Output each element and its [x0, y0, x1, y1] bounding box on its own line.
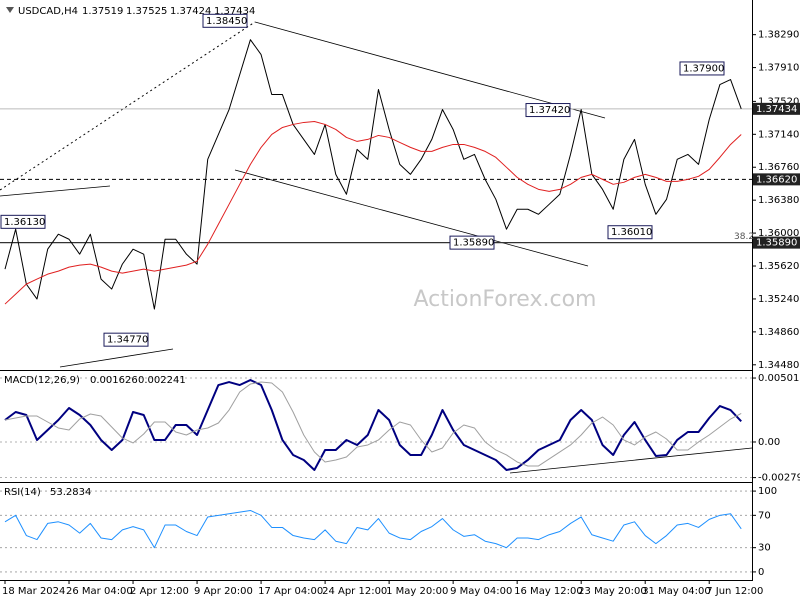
- level-box: [753, 173, 800, 186]
- trend-line: [234, 169, 589, 267]
- trend-line: [509, 447, 753, 474]
- watermark: ActionForex.com: [414, 287, 597, 312]
- y-tick-label: 100: [758, 486, 777, 497]
- annotation-box: [103, 332, 149, 347]
- y-tick-label: 1.35620: [758, 261, 799, 272]
- annotation-label: 1.36130: [4, 217, 45, 228]
- x-tick-label: 9 May 04:00: [450, 586, 512, 597]
- annotation-label: 1.37900: [683, 63, 724, 74]
- series-line: [4, 39, 742, 310]
- annotation-box: [607, 225, 653, 240]
- level-box: [753, 236, 800, 249]
- level-label: 1.37434: [756, 104, 797, 115]
- annotation-label: 1.37420: [529, 105, 570, 116]
- trend-line: [254, 21, 606, 119]
- x-tick-label: 7 Jun 12:00: [706, 586, 763, 597]
- x-tick-label: 18 Mar 2024: [2, 586, 65, 597]
- ohlc-value: 1.37434: [214, 6, 255, 17]
- level-label: 1.35890: [756, 238, 797, 249]
- y-tick-label: 1.37140: [758, 129, 799, 140]
- x-tick-label: 17 Apr 04:00: [258, 586, 323, 597]
- x-tick-label: 1 May 20:00: [386, 586, 448, 597]
- y-tick-label: 1.34860: [758, 327, 799, 338]
- indicator-reading: 0.002241: [138, 375, 186, 386]
- annotation-box: [0, 214, 46, 229]
- annotation-box: [449, 235, 495, 250]
- series-line: [4, 509, 742, 549]
- indicator-reading: 0.001626: [90, 375, 138, 386]
- series-line: [4, 379, 742, 471]
- y-tick-label: 0.00: [758, 437, 780, 448]
- x-tick-label: 2 Apr 12:00: [130, 586, 189, 597]
- y-tick-label: 1.36000: [758, 228, 799, 239]
- chart-title: USDCAD,H4: [18, 6, 78, 17]
- annotation-label: 1.34770: [107, 335, 148, 346]
- y-tick-label: 1.34480: [758, 360, 799, 371]
- annotation-label: 1.36010: [611, 227, 652, 238]
- panel-title: RSI(14): [4, 487, 41, 498]
- annotation-label: 1.35890: [453, 238, 494, 249]
- x-tick-label: 16 May 12:00: [514, 586, 583, 597]
- series-line: [4, 120, 742, 305]
- x-tick-label: 26 Mar 04:00: [66, 586, 133, 597]
- annotation-box: [679, 61, 725, 76]
- level-box: [753, 102, 800, 115]
- y-tick-label: 1.36380: [758, 195, 799, 206]
- series-line: [4, 381, 742, 467]
- y-tick-label: 70: [758, 510, 771, 521]
- x-tick-label: 31 May 04:00: [642, 586, 711, 597]
- y-tick-label: 1.37520: [758, 96, 799, 107]
- y-tick-label: 1.37910: [758, 63, 799, 74]
- y-tick-label: 1.38290: [758, 30, 799, 41]
- trend-line: [59, 348, 174, 368]
- x-tick-label: 9 Apr 20:00: [194, 586, 253, 597]
- trend-line: [0, 185, 111, 197]
- y-tick-label: 30: [758, 543, 771, 554]
- level-label: 1.36620: [756, 174, 797, 185]
- ohlc-value: 1.37525: [126, 6, 167, 17]
- menu-icon: [6, 7, 14, 13]
- indicator-reading: 53.2834: [50, 487, 91, 498]
- x-tick-label: 23 May 20:00: [578, 586, 647, 597]
- trend-line: [0, 21, 256, 191]
- ohlc-value: 1.37519: [82, 6, 123, 17]
- y-tick-label: 0.005018: [758, 373, 800, 384]
- y-tick-label: -0.002795: [758, 473, 800, 484]
- annotation-box: [202, 13, 248, 28]
- x-tick-label: 24 Apr 12:00: [322, 586, 387, 597]
- y-tick-label: 1.36760: [758, 162, 799, 173]
- ohlc-value: 1.37424: [170, 6, 211, 17]
- panel-title: MACD(12,26,9): [4, 375, 80, 386]
- y-tick-label: 0: [758, 567, 764, 578]
- fib-label: 38.2: [734, 232, 754, 242]
- annotation-label: 1.38450: [206, 16, 247, 27]
- annotation-box: [525, 103, 571, 118]
- y-tick-label: 1.35240: [758, 294, 799, 305]
